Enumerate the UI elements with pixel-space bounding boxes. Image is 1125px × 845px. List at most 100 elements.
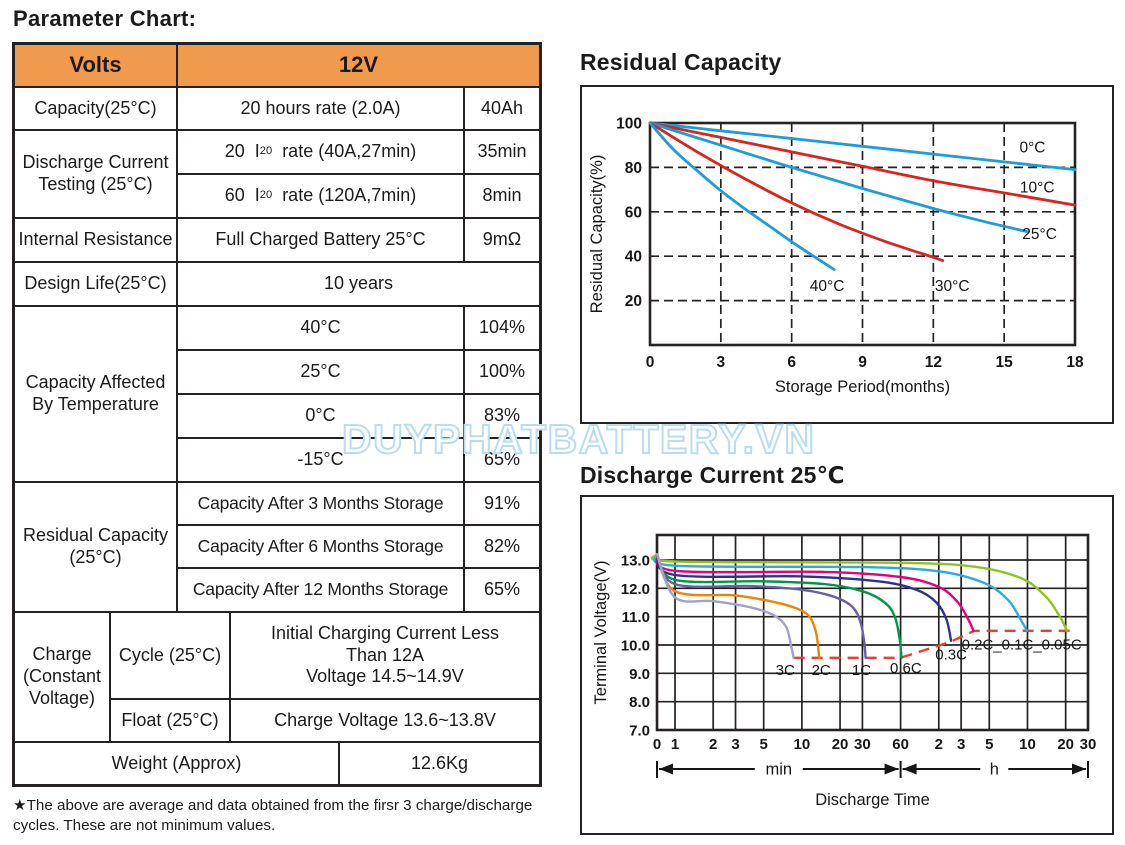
discharge-grid [657,535,1088,730]
charge-float-value: Charge Voltage 13.6~13.8V [231,700,539,743]
svg-text:40: 40 [625,249,642,266]
svg-text:9: 9 [858,354,867,371]
svg-text:60: 60 [892,736,909,753]
design-life-label: Design Life(25°C) [15,263,178,307]
svg-text:5: 5 [985,736,993,753]
svg-text:13.0: 13.0 [621,553,650,570]
charge-cycle-label: Cycle (25°C) [111,613,231,700]
svg-text:0: 0 [653,736,661,753]
rate-text: 60 I [224,185,260,206]
internal-resistance-row: Internal Resistance Full Charged Battery… [15,219,539,263]
svg-text:15: 15 [996,354,1014,371]
discharge-series-0.6C [655,553,903,659]
svg-text:10.0: 10.0 [621,638,650,655]
temp-minus15-label: -15°C [178,439,465,483]
internal-resistance-desc: Full Charged Battery 25°C [178,219,465,263]
svg-text:25°C: 25°C [1022,226,1057,243]
residual-capacity-chart: 0°C 10°C 25°C 30°C 40°C 100 80 60 40 20 0 3 6 9 12 15 18… [580,85,1114,424]
residual-3m-desc: Capacity After 3 Months Storage [178,483,465,526]
svg-text:20: 20 [1057,736,1074,753]
time-unit-axis: min h [656,760,1089,779]
svg-text:11.0: 11.0 [622,609,650,626]
discharge-test-desc-1: 20 I 20 rate (40A,27min) [178,131,465,175]
weight-value: 12.6Kg [410,752,469,773]
discharge-current-chart: 0.3C 0.6C 1C 2C 3C 0.2C_0.1C_0.05C 13.0 12.0 11.… [580,495,1114,835]
svg-text:0: 0 [646,354,655,371]
discharge-series-0.1C [653,553,1029,632]
discharge-test-label: Discharge Current Testing (25°C) [15,131,178,219]
svg-text:0.6C: 0.6C [890,660,922,677]
residual-chart-title: Residual Capacity [580,49,782,75]
svg-text:8.0: 8.0 [629,694,650,711]
residual-series-0°C [648,121,1077,171]
residual-label: Residual Capacity (25°C) [15,483,178,613]
temp-25-value: 100% [465,351,539,395]
charge-cycle-value: Initial Charging Current Less Than 12A V… [231,613,539,700]
footnote: ★The above are average and data obtained… [13,797,533,834]
internal-resistance-value: 9mΩ [465,219,539,263]
discharge-series: 0.3C 0.6C 1C 2C 3C [650,553,1069,679]
residual-chart-svg: 0°C 10°C 25°C 30°C 40°C 100 80 60 40 20 0 3 6 9 12 15 18… [588,116,1084,397]
temp-0-value: 83% [465,395,539,439]
temp-capacity-label: Capacity Affected By Temperature [15,307,178,483]
svg-text:3: 3 [957,736,965,753]
residual-6m-value: 82% [465,526,539,569]
svg-text:Terminal Voltage(V): Terminal Voltage(V) [592,561,610,705]
svg-text:30: 30 [1080,736,1097,753]
residual-series-25°C [648,121,1030,234]
residual-series-10°C [648,121,1077,207]
svg-text:6: 6 [787,354,796,371]
svg-text:12: 12 [925,354,942,371]
temp-25-label: 25°C [178,351,465,395]
svg-text:2: 2 [935,736,943,753]
svg-text:Discharge Time: Discharge Time [815,791,930,809]
rate-text: rate (40A,27min) [272,141,417,162]
header-voltage-cell: 12V [178,45,539,88]
residual-6m-desc: Capacity After 6 Months Storage [178,526,465,569]
table-header-row: Volts 12V [15,45,539,88]
residual-series-40°C [648,121,836,271]
svg-text:40°C: 40°C [810,278,845,295]
svg-text:0°C: 0°C [1019,139,1045,156]
charge-row: Charge (Constant Voltage) Cycle (25°C) I… [15,613,539,743]
rate-text: rate (120A,7min) [272,185,417,206]
discharge-chart-svg: 0.3C 0.6C 1C 2C 3C 0.2C_0.1C_0.05C 13.0 12.0 11.… [592,533,1097,809]
weight-label: Weight (Approx) [15,743,340,784]
internal-resistance-label: Internal Resistance [15,219,178,263]
svg-text:2: 2 [709,736,717,753]
svg-text:0.3C: 0.3C [935,647,967,664]
discharge-test-value-2: 8min [465,175,539,219]
residual-capacity-row: Residual Capacity (25°C) Capacity After … [15,483,539,613]
temp-0-label: 0°C [178,395,465,439]
temp-40-label: 40°C [178,307,465,351]
svg-text:3: 3 [731,736,739,753]
svg-text:10: 10 [1019,736,1036,753]
svg-text:3: 3 [717,354,726,371]
discharge-series-3C [655,553,795,659]
charge-label: Charge (Constant Voltage) [15,613,111,743]
svg-text:12.0: 12.0 [621,581,650,598]
discharge-test-value-1: 35min [465,131,539,175]
svg-text:7.0: 7.0 [629,723,650,740]
residual-12m-desc: Capacity After 12 Months Storage [178,569,465,613]
weight-row: Weight (Approx) 12.6Kg [15,743,539,784]
svg-text:10: 10 [794,736,811,753]
svg-text:h: h [990,761,999,779]
parameter-table: Volts 12V Capacity(25°C) 20 hours rate (… [12,42,542,787]
residual-12m-value: 65% [465,569,539,613]
svg-text:min: min [766,761,793,779]
rate-subscript: 20 [259,145,273,158]
capacity-value: 40Ah [465,88,539,131]
svg-text:20: 20 [625,293,642,310]
discharge-series-2C [655,553,821,659]
svg-text:5: 5 [760,736,768,753]
svg-text:3C: 3C [776,662,795,679]
discharge-series-1C [655,553,867,659]
cutoff-voltage-line [793,629,1071,660]
discharge-test-desc-2: 60 I 20 rate (120A,7min) [178,175,465,219]
svg-text:2C: 2C [812,662,831,679]
discharge-test-row: Discharge Current Testing (25°C) 20 I 20 … [15,131,539,219]
discharge-series-0.2C [655,553,975,632]
capacity-label: Capacity(25°C) [15,88,178,131]
